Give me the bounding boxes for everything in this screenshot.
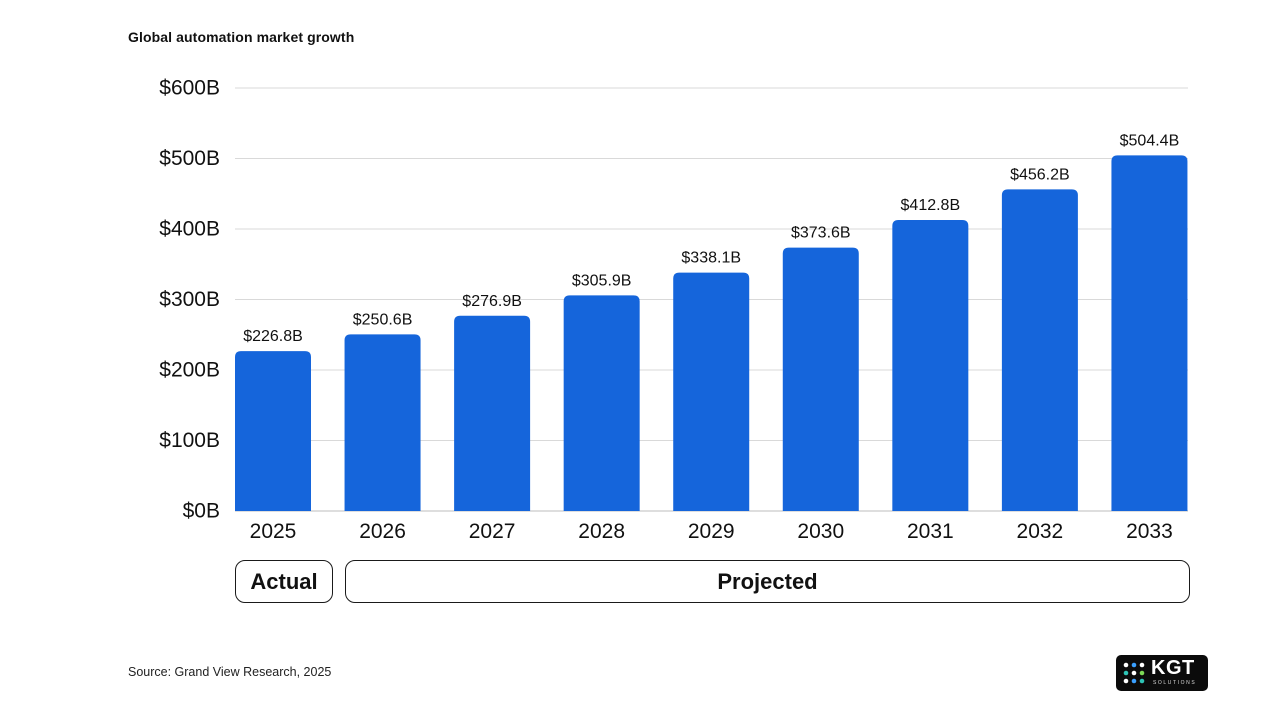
bar-2026 <box>344 334 421 511</box>
chart-title: Global automation market growth <box>128 29 355 45</box>
bar-2028 <box>563 295 640 511</box>
y-tick-label: $500B <box>159 147 220 170</box>
y-tick-label: $200B <box>159 359 220 382</box>
x-tick-label: 2028 <box>578 520 625 543</box>
data-label: $226.8B <box>243 328 303 345</box>
bar-chart: $0B $100B $200B $300B $400B $500B $600B $226.8B… <box>159 77 1188 543</box>
bar-2029 <box>673 272 750 511</box>
x-tick-label: 2032 <box>1017 520 1064 543</box>
x-tick-label: 2033 <box>1126 520 1173 543</box>
logo-name: KGT <box>1151 657 1195 679</box>
bar-2033 <box>1111 155 1188 511</box>
bar-2032 <box>1001 189 1078 511</box>
data-label: $338.1B <box>681 250 741 267</box>
y-tick-label: $600B <box>159 77 220 100</box>
source-note: Source: Grand View Research, 2025 <box>128 665 332 679</box>
x-tick-label: 2025 <box>250 520 297 543</box>
kgt-logo: KGT SOLUTIONS <box>1116 655 1208 691</box>
bar-2027 <box>454 315 531 511</box>
x-tick-label: 2031 <box>907 520 954 543</box>
data-label: $276.9B <box>462 293 522 310</box>
y-tick-label: $400B <box>159 218 220 241</box>
data-label: $412.8B <box>901 197 961 214</box>
projected-segment-label: Projected <box>345 560 1190 603</box>
actual-segment-label: Actual <box>235 560 333 603</box>
data-label: $373.6B <box>791 225 851 242</box>
x-tick-label: 2026 <box>359 520 406 543</box>
data-label: $456.2B <box>1010 166 1070 183</box>
x-tick-label: 2030 <box>797 520 844 543</box>
x-tick-label: 2027 <box>469 520 516 543</box>
bar-2030 <box>782 247 859 511</box>
bar-2031 <box>892 219 969 511</box>
dot-grid-logo-icon <box>1123 662 1145 684</box>
bar-2025 <box>235 351 311 511</box>
data-label: $250.6B <box>353 311 413 328</box>
data-label: $504.4B <box>1120 132 1180 149</box>
y-tick-label: $100B <box>159 429 220 452</box>
y-tick-label: $300B <box>159 288 220 311</box>
logo-tagline: SOLUTIONS <box>1153 680 1197 686</box>
data-label: $305.9B <box>572 272 632 289</box>
y-tick-label: $0B <box>183 500 220 523</box>
x-tick-label: 2029 <box>688 520 735 543</box>
